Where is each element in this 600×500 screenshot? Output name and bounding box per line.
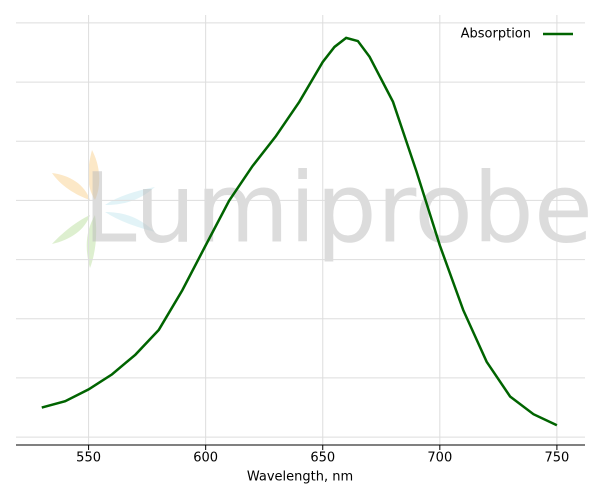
watermark: Lumiprobe <box>83 152 593 264</box>
legend-label: Absorption <box>461 27 531 42</box>
watermark-logo <box>52 150 155 268</box>
line <box>41 36 558 427</box>
x-tick-label: 750 <box>544 451 569 466</box>
x-tick-label: 700 <box>427 451 452 466</box>
x-axis-label: Wavelength, nm <box>247 470 353 485</box>
x-tick-label: 600 <box>193 451 218 466</box>
x-tick-label: 650 <box>310 451 335 466</box>
x-tick-label: 550 <box>76 451 101 466</box>
